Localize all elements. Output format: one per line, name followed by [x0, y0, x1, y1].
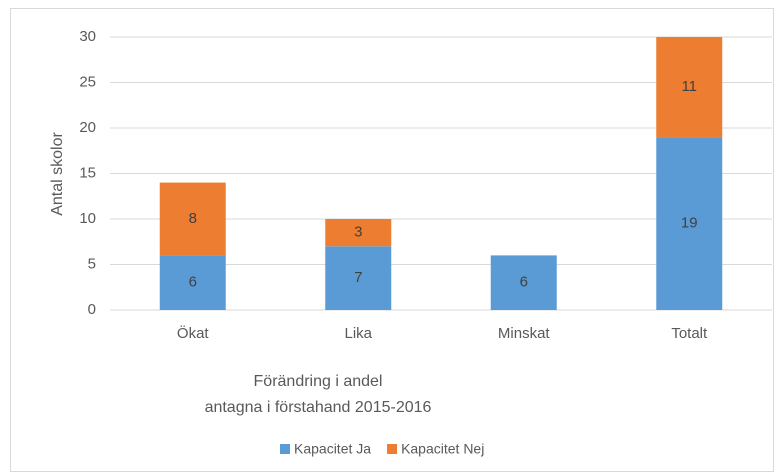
data-label: 6 [189, 274, 197, 291]
x-tick-label: Totalt [671, 325, 708, 342]
bar-segment [325, 219, 392, 247]
bar-segment [159, 255, 226, 310]
x-tick-label: Minskat [498, 325, 551, 342]
legend-swatch [387, 444, 398, 454]
data-label: 19 [681, 215, 698, 232]
data-label: 8 [189, 210, 197, 227]
data-label: 11 [681, 78, 697, 95]
y-tick-label: 0 [88, 301, 96, 318]
bar-segment [159, 182, 226, 256]
y-tick-label: 30 [79, 28, 96, 45]
y-tick-label: 5 [88, 255, 96, 272]
bar-segment [656, 137, 723, 310]
legend-swatch [280, 444, 290, 454]
bar-segment [490, 255, 557, 310]
y-tick-label: 25 [79, 73, 96, 90]
data-label: 7 [354, 269, 362, 286]
y-tick-label: 20 [79, 119, 96, 136]
x-axis-label: antagna i förstahand 2015-2016 [205, 399, 432, 416]
y-tick-label: 10 [79, 210, 96, 227]
x-axis-label: Förändring i andel [254, 373, 383, 390]
x-tick-label: Lika [344, 325, 372, 342]
x-tick-label: Ökat [177, 324, 210, 342]
legend-label: Kapacitet Nej [401, 441, 484, 457]
data-label: 6 [520, 274, 528, 291]
bar-segment [325, 246, 392, 310]
bar-segment [656, 37, 723, 138]
y-axis-label: Antal skolor [49, 132, 66, 216]
data-label: 3 [354, 224, 362, 241]
chart-border [10, 8, 774, 472]
legend-label: Kapacitet Ja [294, 441, 371, 457]
y-tick-label: 15 [79, 164, 96, 181]
